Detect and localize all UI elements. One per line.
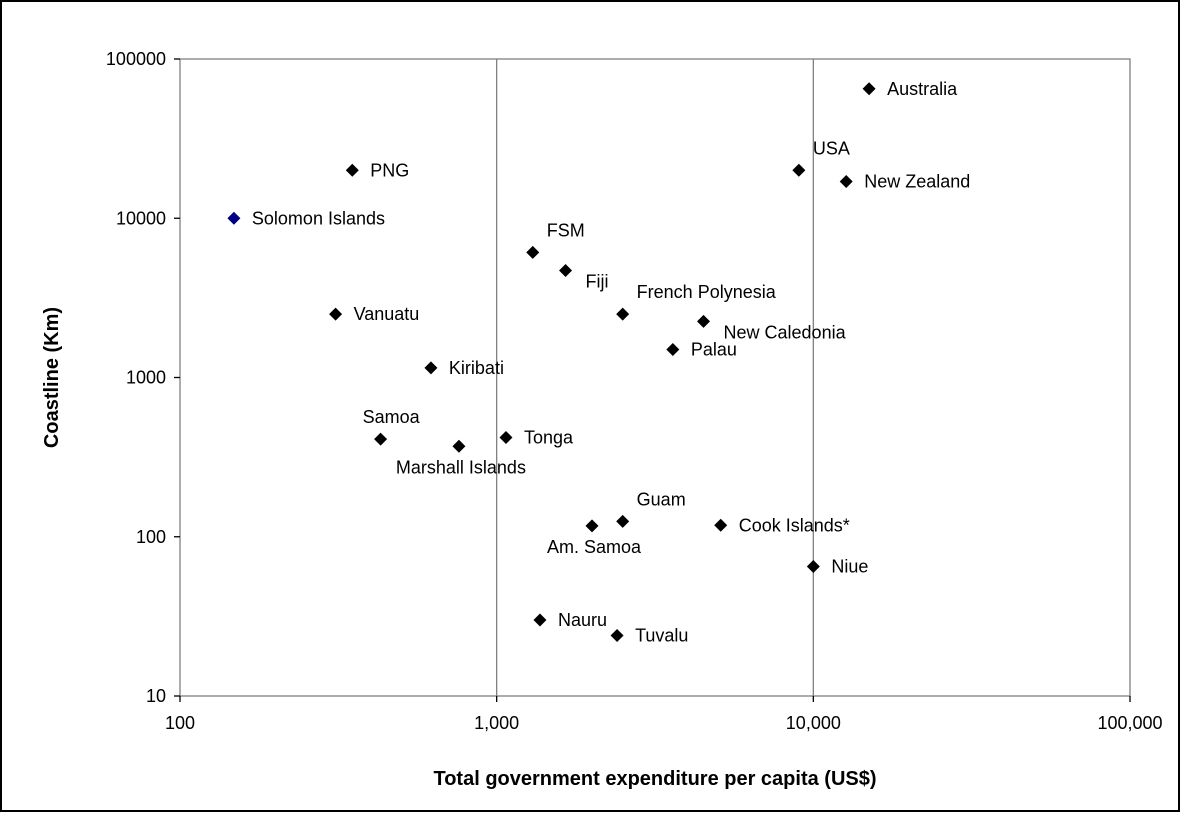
- data-point-marker: [839, 175, 853, 189]
- gridlines: [496, 59, 814, 696]
- data-point-marker: [329, 307, 343, 321]
- data-point-label: Cook Islands*: [739, 515, 850, 535]
- data-point-label: Fiji: [586, 271, 609, 291]
- data-point-marker: [533, 613, 547, 627]
- data-point-marker: [792, 163, 806, 177]
- x-tick-label: 1,000: [474, 713, 519, 733]
- data-point-label: French Polynesia: [637, 282, 777, 302]
- axis-ticks: 10 100 1000 10000 100000 100 1,000 10,000 100,00…: [106, 49, 1163, 733]
- data-point-label: Tuvalu: [635, 625, 688, 645]
- y-tick-label: 1000: [126, 368, 166, 388]
- data-point-label: Samoa: [363, 407, 421, 427]
- y-tick-label: 100: [136, 527, 166, 547]
- data-point-label: Australia: [887, 79, 958, 99]
- data-point-label: PNG: [370, 160, 409, 180]
- data-point-marker: [862, 82, 876, 96]
- data-point-marker: [616, 307, 630, 321]
- data-point-marker: [374, 432, 388, 446]
- y-tick-label: 10: [146, 686, 166, 706]
- x-tick-label: 10,000: [786, 713, 841, 733]
- y-axis-title: Coastline (Km): [41, 307, 63, 448]
- data-point-marker: [559, 263, 573, 277]
- data-point-marker: [526, 245, 540, 259]
- data-point-marker: [424, 361, 438, 375]
- x-axis-title: Total government expenditure per capita …: [433, 768, 876, 790]
- data-point-label: Am. Samoa: [547, 537, 642, 557]
- data-point-marker: [227, 211, 241, 225]
- data-point-label: Marshall Islands: [396, 457, 526, 477]
- data-point-marker: [610, 628, 624, 642]
- data-point-marker: [499, 430, 513, 444]
- data-point-label: Kiribati: [449, 358, 504, 378]
- data-point-label: Solomon Islands: [252, 208, 385, 228]
- data-point-marker: [452, 439, 466, 453]
- data-point-label: Niue: [831, 557, 868, 577]
- data-point-label: New Caledonia: [724, 322, 847, 342]
- data-point-marker: [714, 518, 728, 532]
- data-points: Australia USA New Zealand PNG Solomon Island…: [227, 79, 970, 645]
- data-point-marker: [666, 342, 680, 356]
- data-point-label: Palau: [691, 339, 737, 359]
- y-tick-label: 10000: [116, 208, 166, 228]
- data-point-marker: [616, 514, 630, 528]
- data-point-marker: [806, 560, 820, 574]
- data-point-marker: [585, 519, 599, 533]
- data-point-label: New Zealand: [864, 172, 970, 192]
- data-point-label: Tonga: [524, 427, 574, 447]
- x-tick-label: 100: [165, 713, 195, 733]
- plot-area: [179, 58, 1131, 697]
- data-point-label: Nauru: [558, 610, 607, 630]
- data-point-label: USA: [813, 138, 850, 158]
- y-tick-label: 100000: [106, 49, 166, 69]
- data-point-marker: [697, 314, 711, 328]
- data-point-marker: [345, 163, 359, 177]
- data-point-label: Vanuatu: [354, 304, 420, 324]
- x-tick-label: 100,000: [1097, 713, 1162, 733]
- data-point-label: Guam: [637, 489, 686, 509]
- data-point-label: FSM: [547, 220, 585, 240]
